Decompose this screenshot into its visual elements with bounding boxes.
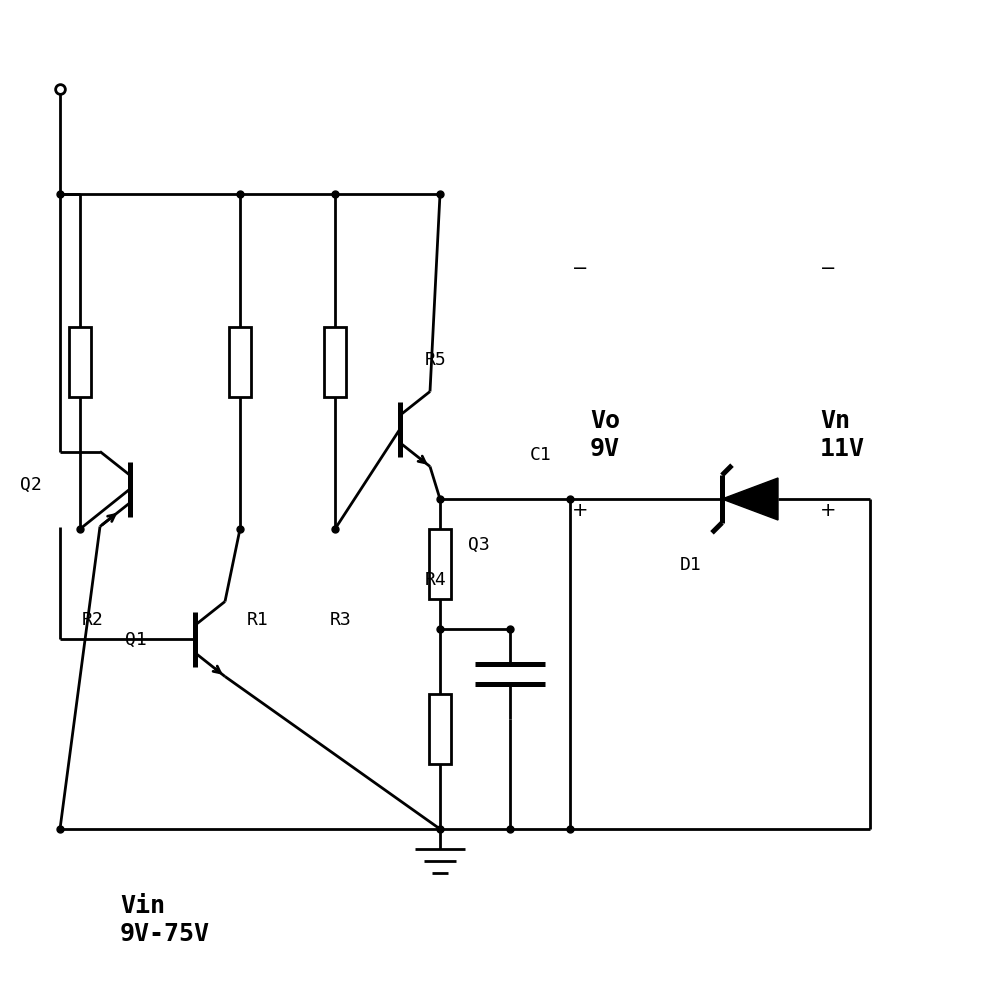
Bar [69,328,91,397]
Bar [229,328,251,397]
Text: Q2: Q2 [20,476,42,494]
Polygon shape [721,479,777,520]
Text: +: + [572,500,588,519]
Text: Vn
11V: Vn 11V [819,409,865,461]
Bar [428,694,450,765]
Text: C1: C1 [530,446,552,464]
Text: R2: R2 [82,610,103,628]
Text: D1: D1 [679,555,701,573]
Text: R1: R1 [247,610,269,628]
Text: −: − [572,259,588,278]
Text: Vin
9V-75V: Vin 9V-75V [120,893,210,945]
Text: R3: R3 [330,610,351,628]
Text: +: + [819,500,835,519]
Text: Q1: Q1 [125,630,146,648]
Text: Q3: Q3 [467,535,489,553]
Bar [428,529,450,599]
Text: R4: R4 [424,570,446,588]
Text: −: − [819,259,835,278]
Bar [324,328,346,397]
Text: Vo
9V: Vo 9V [590,409,620,461]
Text: R5: R5 [424,351,446,369]
